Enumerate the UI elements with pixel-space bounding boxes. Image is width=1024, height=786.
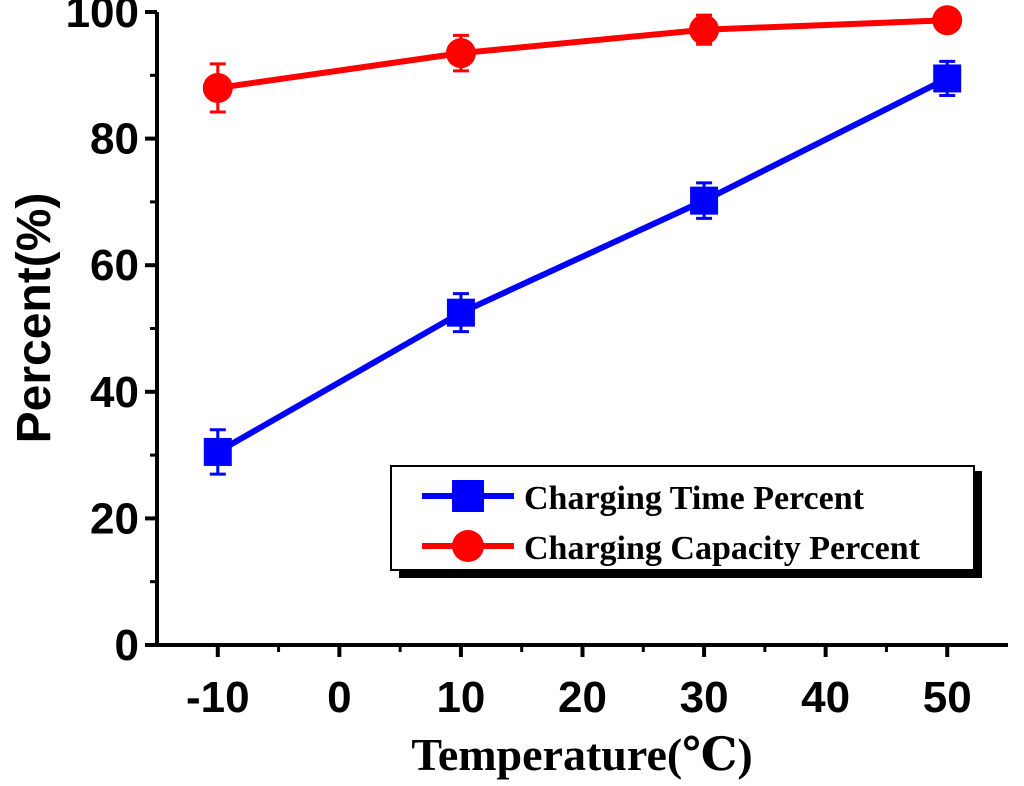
y-tick-label: 20	[90, 494, 139, 543]
y-tick-label: 100	[66, 0, 139, 37]
x-tick-label: -10	[186, 673, 250, 722]
data-point	[690, 186, 719, 215]
data-point	[446, 298, 475, 327]
data-point	[203, 437, 232, 466]
y-tick-label: 40	[90, 368, 139, 417]
series-charging-time-percent	[203, 59, 962, 476]
data-point	[445, 38, 476, 69]
data-point	[202, 72, 233, 103]
y-axis-title: Percent(%)	[8, 193, 61, 444]
x-tick-label: 0	[327, 673, 351, 722]
series-layer	[202, 5, 963, 476]
y-tick-label: 60	[90, 241, 139, 290]
axes: 0 20 40 60 80 100 -10 0 10 20 30 40 50	[66, 0, 1008, 722]
series-line	[217, 17, 948, 91]
data-point	[932, 5, 963, 36]
data-point	[689, 14, 720, 45]
x-tick-label: 10	[436, 673, 485, 722]
x-axis-title: Temperature(℃)	[411, 729, 752, 780]
legend-marker-charging-time	[452, 480, 484, 512]
series-charging-capacity-percent	[202, 5, 963, 114]
y-tick-label: 0	[115, 621, 139, 670]
legend-label-charging-capacity: Charging Capacity Percent	[524, 530, 921, 567]
y-tick-label: 80	[90, 115, 139, 164]
legend-marker-charging-capacity	[452, 530, 484, 562]
x-tick-label: 50	[923, 673, 972, 722]
x-tick-label: 30	[680, 673, 729, 722]
legend: Charging Time Percent Charging Capacity …	[390, 465, 982, 578]
data-point	[933, 64, 962, 93]
legend-label-charging-time: Charging Time Percent	[524, 480, 865, 517]
legend-box	[390, 465, 975, 571]
x-tick-label: 20	[558, 673, 607, 722]
x-tick-label: 40	[801, 673, 850, 722]
series-line	[216, 75, 949, 455]
